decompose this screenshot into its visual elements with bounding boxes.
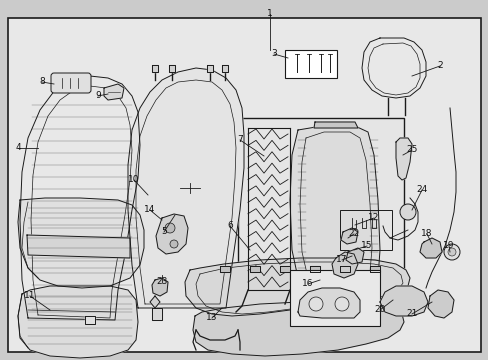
Text: 11: 11 bbox=[24, 292, 36, 301]
Text: 25: 25 bbox=[406, 145, 417, 154]
Polygon shape bbox=[128, 68, 244, 308]
Text: 18: 18 bbox=[420, 230, 432, 238]
Polygon shape bbox=[152, 278, 168, 296]
Polygon shape bbox=[27, 235, 130, 258]
Polygon shape bbox=[289, 126, 379, 310]
Polygon shape bbox=[220, 266, 229, 272]
Polygon shape bbox=[206, 65, 213, 72]
Circle shape bbox=[447, 248, 455, 256]
Polygon shape bbox=[150, 296, 160, 308]
Text: 19: 19 bbox=[442, 242, 454, 251]
Text: 12: 12 bbox=[367, 213, 379, 222]
Polygon shape bbox=[331, 252, 357, 278]
Text: 1: 1 bbox=[266, 9, 272, 18]
Text: 16: 16 bbox=[302, 279, 313, 288]
Text: 14: 14 bbox=[144, 206, 155, 215]
Circle shape bbox=[399, 204, 415, 220]
Text: 5: 5 bbox=[161, 228, 166, 237]
Polygon shape bbox=[379, 286, 427, 316]
Polygon shape bbox=[85, 316, 95, 324]
Text: 3: 3 bbox=[270, 49, 276, 58]
Polygon shape bbox=[249, 266, 260, 272]
Text: 4: 4 bbox=[15, 144, 21, 153]
Polygon shape bbox=[419, 238, 441, 258]
Bar bbox=[285, 50, 336, 78]
Polygon shape bbox=[104, 84, 124, 100]
Text: 15: 15 bbox=[361, 242, 372, 251]
Text: 20: 20 bbox=[373, 306, 385, 315]
Bar bbox=[339, 210, 391, 250]
Polygon shape bbox=[339, 266, 349, 272]
Text: 6: 6 bbox=[226, 221, 232, 230]
Bar bbox=[238, 118, 403, 314]
Text: 2: 2 bbox=[436, 62, 442, 71]
Text: 17: 17 bbox=[336, 256, 347, 265]
Polygon shape bbox=[152, 308, 162, 320]
Circle shape bbox=[308, 297, 323, 311]
Polygon shape bbox=[280, 266, 289, 272]
Text: 22: 22 bbox=[347, 230, 359, 238]
Text: 8: 8 bbox=[39, 77, 45, 86]
Circle shape bbox=[170, 240, 178, 248]
Polygon shape bbox=[361, 38, 425, 98]
Polygon shape bbox=[156, 214, 187, 254]
Polygon shape bbox=[309, 266, 319, 272]
Polygon shape bbox=[346, 248, 363, 264]
Polygon shape bbox=[152, 65, 158, 72]
Polygon shape bbox=[340, 228, 357, 244]
Text: 13: 13 bbox=[206, 314, 217, 323]
Polygon shape bbox=[369, 266, 379, 272]
Polygon shape bbox=[184, 258, 409, 316]
Polygon shape bbox=[20, 76, 140, 320]
Polygon shape bbox=[395, 138, 411, 180]
Text: 21: 21 bbox=[406, 310, 417, 319]
Polygon shape bbox=[18, 198, 143, 288]
Polygon shape bbox=[427, 290, 453, 318]
Text: 24: 24 bbox=[415, 185, 427, 194]
Bar bbox=[289, 270, 379, 326]
Polygon shape bbox=[222, 65, 227, 72]
Circle shape bbox=[164, 223, 175, 233]
Polygon shape bbox=[18, 286, 138, 358]
Text: 7: 7 bbox=[237, 135, 243, 144]
Polygon shape bbox=[313, 122, 357, 128]
Circle shape bbox=[334, 297, 348, 311]
Polygon shape bbox=[169, 65, 175, 72]
FancyBboxPatch shape bbox=[51, 73, 91, 93]
Text: 23: 23 bbox=[156, 278, 167, 287]
Polygon shape bbox=[193, 302, 403, 356]
Circle shape bbox=[443, 244, 459, 260]
Polygon shape bbox=[297, 288, 359, 318]
Text: 9: 9 bbox=[95, 91, 101, 100]
Text: 10: 10 bbox=[128, 175, 140, 184]
